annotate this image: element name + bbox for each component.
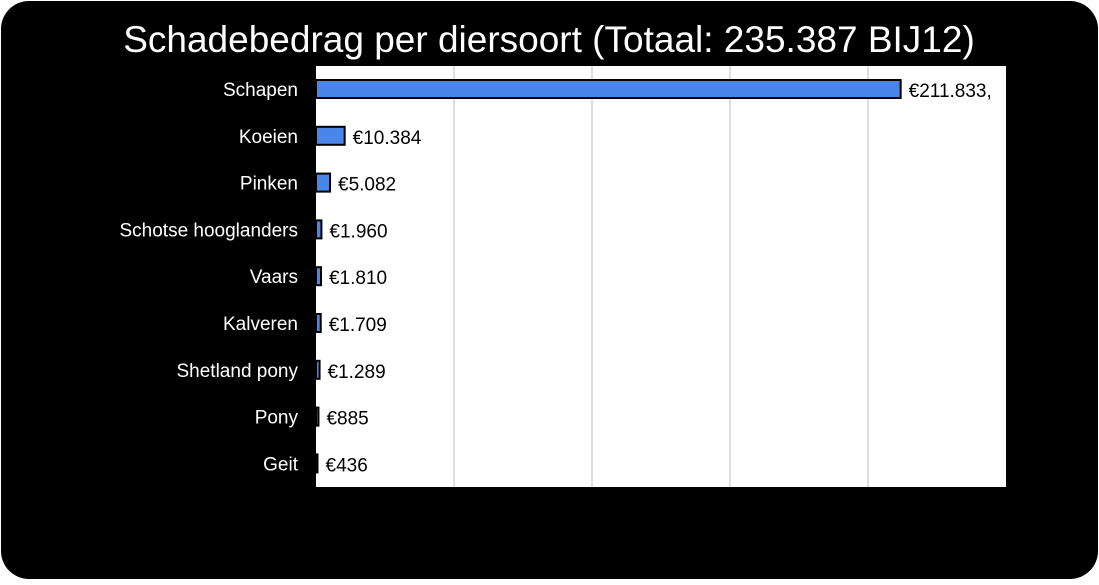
category-label: Shetland pony	[177, 361, 299, 382]
bar	[315, 125, 346, 146]
bar	[315, 406, 320, 427]
bar	[315, 313, 322, 333]
value-label: €10.384	[353, 128, 422, 149]
value-labels: €211.833, €10.384 €5.082 €1.960 €1.810 €1.709…	[326, 81, 992, 476]
value-label: €211.833,	[909, 81, 992, 102]
value-label: €1.289	[328, 362, 386, 383]
value-label: €885	[326, 409, 368, 430]
bar	[315, 79, 902, 99]
bar	[315, 219, 323, 240]
category-label: Vaars	[250, 267, 298, 288]
value-label: €5.082	[338, 175, 396, 196]
bar	[315, 266, 322, 287]
category-label: Schapen	[223, 80, 298, 101]
bar	[315, 172, 332, 193]
gridlines	[453, 66, 869, 487]
bar	[315, 359, 321, 380]
category-label: Schotse hooglanders	[119, 220, 298, 241]
plot-area	[316, 66, 1006, 487]
category-label: Pinken	[240, 174, 298, 195]
chart-title: Schadebedrag per diersoort (Totaal: 235.…	[123, 19, 975, 60]
bar	[315, 453, 319, 474]
value-label: €1.810	[329, 268, 387, 289]
category-label: Koeien	[239, 127, 298, 148]
category-label: Geit	[263, 454, 299, 475]
value-label: €436	[326, 455, 368, 476]
category-labels: Schapen Koeien Pinken Schotse hooglanders Va…	[119, 80, 298, 475]
value-label: €1.960	[329, 221, 387, 242]
value-label: €1.709	[329, 315, 387, 336]
category-label: Kalveren	[223, 314, 298, 335]
bars	[315, 79, 902, 474]
category-label: Pony	[255, 408, 299, 429]
